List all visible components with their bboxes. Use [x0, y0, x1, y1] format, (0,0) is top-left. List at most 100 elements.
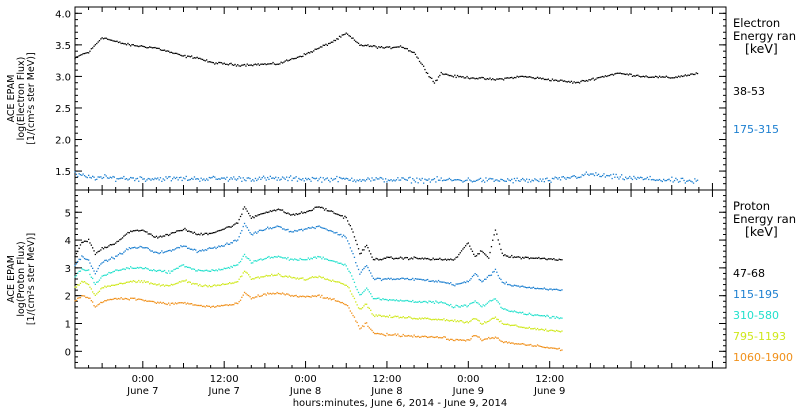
- data-point: [439, 336, 441, 339]
- data-point: [180, 245, 182, 247]
- data-point: [421, 317, 423, 319]
- legend-item-175-315: 175-315: [733, 123, 779, 136]
- data-point: [112, 243, 114, 246]
- data-point: [359, 294, 361, 296]
- data-point: [77, 260, 79, 263]
- data-point: [494, 336, 497, 338]
- data-point: [75, 286, 78, 288]
- data-point: [105, 300, 107, 302]
- data-point: [302, 259, 304, 261]
- data-point: [163, 179, 166, 181]
- data-point: [452, 76, 455, 78]
- data-point: [412, 299, 414, 302]
- data-point: [89, 176, 91, 179]
- data-point: [486, 302, 488, 304]
- data-point: [485, 254, 487, 256]
- data-point: [159, 269, 162, 272]
- data-point: [348, 179, 350, 181]
- data-point: [398, 335, 400, 337]
- data-point: [406, 257, 408, 259]
- data-point: [405, 278, 407, 280]
- data-point: [691, 181, 693, 183]
- data-point: [296, 180, 299, 182]
- data-point: [336, 38, 338, 40]
- data-point: [242, 177, 244, 179]
- data-point: [488, 320, 490, 322]
- data-point: [200, 285, 202, 287]
- data-point: [284, 212, 286, 214]
- data-point: [227, 243, 229, 245]
- data-point: [77, 250, 79, 253]
- data-point: [192, 268, 194, 270]
- data-point: [113, 258, 115, 260]
- data-point: [404, 335, 406, 337]
- data-point: [542, 315, 544, 317]
- data-point: [466, 243, 468, 245]
- data-point: [102, 176, 105, 179]
- data-point: [303, 53, 305, 55]
- data-point: [256, 276, 258, 279]
- data-point: [231, 242, 233, 244]
- data-point: [558, 177, 560, 179]
- data-point: [292, 295, 295, 297]
- data-point: [146, 281, 148, 283]
- data-point: [505, 255, 507, 257]
- data-point: [413, 179, 415, 181]
- data-point: [142, 281, 144, 284]
- data-point: [211, 269, 213, 271]
- data-point: [182, 302, 185, 304]
- data-point: [94, 179, 96, 181]
- data-point: [261, 63, 263, 65]
- data-point: [383, 334, 385, 336]
- data-point: [260, 229, 262, 231]
- data-point: [151, 250, 153, 252]
- data-point: [322, 276, 324, 278]
- data-point: [139, 176, 141, 178]
- data-point: [311, 226, 313, 228]
- data-point: [395, 299, 398, 301]
- data-point: [679, 76, 681, 78]
- data-point: [393, 299, 395, 301]
- data-point: [307, 295, 309, 298]
- data-point: [112, 40, 114, 42]
- data-point: [234, 63, 236, 66]
- data-point: [123, 251, 125, 253]
- data-point: [279, 256, 281, 258]
- data-point: [189, 178, 191, 181]
- data-point: [549, 288, 551, 290]
- data-point: [554, 259, 556, 261]
- data-point: [303, 228, 305, 230]
- data-point: [89, 273, 91, 276]
- data-point: [235, 281, 238, 283]
- data-point: [229, 282, 231, 284]
- data-point: [130, 176, 132, 179]
- data-point: [391, 47, 394, 49]
- data-point: [498, 339, 501, 341]
- data-point: [368, 269, 370, 272]
- data-point: [218, 61, 220, 64]
- data-point: [444, 258, 446, 260]
- data-point: [147, 233, 149, 235]
- data-point: [271, 293, 273, 295]
- data-point: [519, 326, 521, 328]
- data-point: [151, 234, 153, 237]
- data-point: [508, 77, 510, 79]
- data-point: [462, 321, 464, 323]
- data-point: [117, 297, 120, 300]
- data-point: [493, 298, 495, 300]
- data-point: [374, 179, 376, 181]
- data-point: [627, 177, 630, 179]
- data-point: [409, 335, 411, 337]
- data-point: [106, 285, 109, 287]
- data-point: [98, 250, 101, 252]
- data-point: [227, 304, 229, 307]
- data-point: [291, 179, 293, 182]
- data-point: [89, 286, 91, 288]
- data-point: [463, 246, 465, 249]
- data-point: [364, 180, 366, 182]
- data-point: [184, 266, 186, 268]
- data-point: [182, 280, 185, 282]
- data-point: [366, 44, 368, 47]
- data-point: [397, 46, 399, 48]
- data-point: [298, 259, 300, 261]
